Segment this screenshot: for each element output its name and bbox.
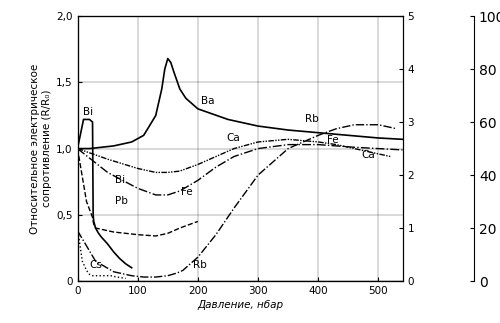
Text: Ca: Ca (227, 133, 240, 143)
Text: Rb: Rb (305, 114, 319, 124)
Text: Fe: Fe (328, 135, 339, 145)
Text: Cs: Cs (90, 260, 102, 270)
Text: Pb: Pb (115, 196, 128, 206)
Text: Ba: Ba (201, 96, 214, 106)
X-axis label: Давление, нбар: Давление, нбар (197, 300, 283, 310)
Text: Bi: Bi (82, 108, 93, 118)
Text: Bi: Bi (115, 175, 125, 185)
Text: Rb: Rb (193, 260, 207, 270)
Text: Ca: Ca (362, 150, 376, 160)
Text: Fe: Fe (181, 187, 192, 197)
Y-axis label: Относительное электрическое
сопротивление (R/R₀): Относительное электрическое сопротивлени… (30, 63, 52, 234)
